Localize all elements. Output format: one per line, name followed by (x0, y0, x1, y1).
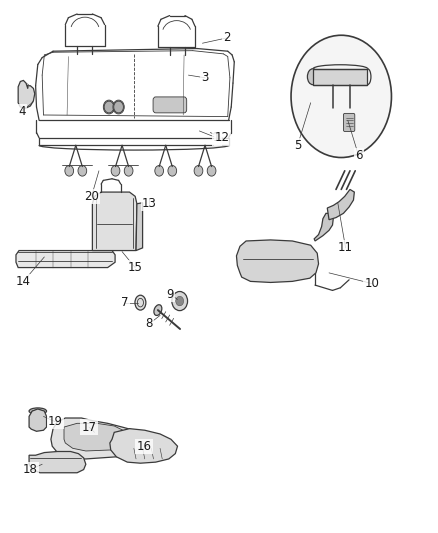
Polygon shape (64, 423, 132, 451)
Circle shape (64, 458, 72, 468)
Text: 3: 3 (201, 71, 209, 84)
FancyBboxPatch shape (111, 431, 122, 452)
Text: 17: 17 (81, 421, 96, 433)
Polygon shape (110, 429, 177, 463)
Circle shape (207, 165, 216, 176)
Text: 9: 9 (166, 288, 174, 301)
Text: 1: 1 (213, 131, 221, 144)
Polygon shape (313, 69, 367, 85)
Circle shape (124, 165, 133, 176)
FancyBboxPatch shape (86, 431, 98, 452)
Circle shape (176, 296, 184, 306)
Circle shape (155, 165, 163, 176)
Text: 16: 16 (136, 440, 152, 453)
Polygon shape (136, 203, 143, 251)
Polygon shape (237, 240, 318, 282)
Circle shape (103, 100, 115, 114)
FancyBboxPatch shape (153, 97, 187, 113)
Circle shape (78, 165, 87, 176)
Polygon shape (18, 80, 35, 108)
Polygon shape (51, 418, 146, 459)
Ellipse shape (29, 408, 46, 414)
Text: 2: 2 (223, 31, 231, 44)
Polygon shape (29, 451, 86, 473)
Polygon shape (29, 409, 46, 431)
Ellipse shape (32, 410, 44, 414)
Text: 8: 8 (145, 318, 153, 330)
Text: 4: 4 (18, 105, 25, 118)
Circle shape (324, 221, 331, 229)
Text: 10: 10 (364, 277, 379, 290)
Circle shape (247, 256, 256, 266)
Text: 12: 12 (215, 131, 230, 144)
Text: 14: 14 (16, 275, 31, 288)
Circle shape (34, 457, 42, 467)
Ellipse shape (307, 69, 318, 85)
Polygon shape (16, 251, 115, 268)
Text: 20: 20 (84, 190, 99, 203)
Circle shape (111, 165, 120, 176)
Circle shape (168, 165, 177, 176)
Circle shape (172, 292, 187, 311)
Text: 7: 7 (121, 296, 129, 309)
Circle shape (291, 35, 392, 158)
Circle shape (194, 165, 203, 176)
Circle shape (65, 165, 74, 176)
Ellipse shape (135, 295, 146, 310)
Text: 13: 13 (142, 197, 156, 211)
Text: 19: 19 (48, 415, 63, 428)
Polygon shape (314, 213, 333, 241)
Circle shape (113, 100, 124, 114)
Polygon shape (327, 189, 354, 220)
Text: 15: 15 (128, 261, 143, 274)
Ellipse shape (154, 305, 162, 316)
Circle shape (325, 215, 329, 220)
Polygon shape (92, 192, 137, 251)
Text: 11: 11 (338, 241, 353, 254)
FancyBboxPatch shape (99, 431, 110, 452)
Text: 6: 6 (355, 149, 363, 163)
FancyBboxPatch shape (343, 114, 355, 132)
Text: 18: 18 (23, 463, 38, 476)
Text: 5: 5 (294, 139, 301, 152)
